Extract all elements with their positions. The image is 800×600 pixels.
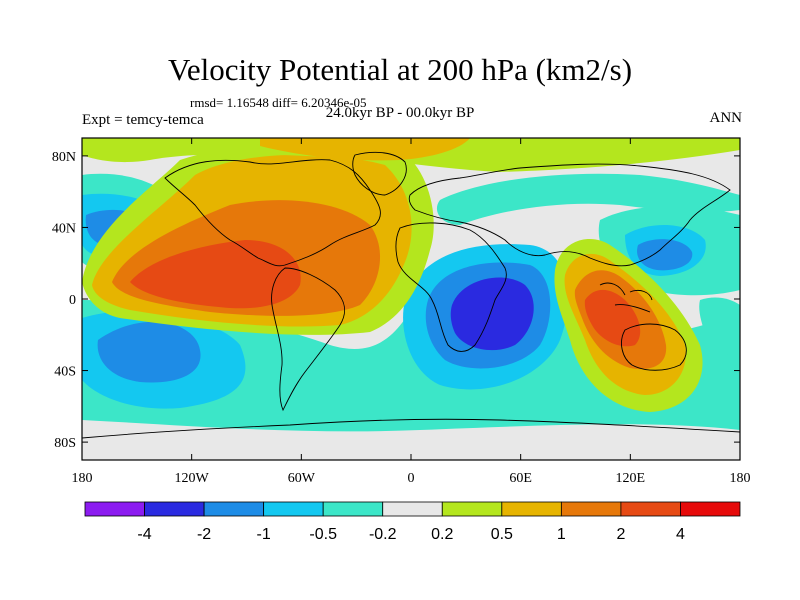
colorbar-swatch (382, 501, 443, 517)
y-tick-label: 40S (54, 365, 76, 380)
colorbar-swatch (560, 501, 622, 517)
colorbar-swatch (501, 501, 562, 517)
x-tick-label: 60W (288, 471, 316, 486)
chart-title: Velocity Potential at 200 hPa (km2/s) (167, 52, 633, 87)
south-america-coast (271, 267, 346, 412)
x-tick-label: 180 (72, 471, 93, 486)
coastlines (82, 151, 740, 439)
period-label: 24.0kyr BP - 00.0kyr BP (325, 105, 475, 121)
maritime-continent-coast (599, 282, 653, 313)
contour-south-pacific-core (97, 321, 201, 383)
north-america-coast (164, 159, 381, 267)
greenland-coast (352, 151, 407, 196)
x-tick-label: 120E (616, 471, 646, 486)
contour-field (82, 138, 740, 460)
colorbar-swatch (441, 501, 503, 517)
colorbar-label: 1 (557, 526, 566, 543)
antarctica-coast (82, 418, 740, 439)
contour-east-pacific-neg (699, 297, 740, 360)
colorbar-swatch (203, 501, 265, 517)
colorbar-label: -0.5 (309, 526, 337, 543)
y-tick-label: 0 (69, 293, 76, 308)
colorbar-label: 2 (616, 526, 625, 543)
eurasia-coast (408, 163, 731, 267)
colorbar-label: 0.5 (491, 526, 513, 543)
contour-arctic-core (260, 138, 470, 161)
australia-coast (621, 323, 687, 371)
colorbar-swatch (620, 501, 681, 517)
experiment-label: Expt = temcy-temca (82, 112, 204, 128)
colorbar-label: -4 (137, 526, 151, 543)
colorbar-label: 4 (676, 526, 685, 543)
colorbar-label: 0.2 (431, 526, 453, 543)
contour-americas-2 (130, 240, 301, 309)
africa-coast (395, 222, 507, 352)
x-tick-label: 180 (730, 471, 751, 486)
colorbar-swatch (84, 501, 145, 517)
y-tick-label: 40N (52, 221, 76, 236)
x-axis: 180 120W 60W 0 60E 120E 180 (72, 138, 751, 486)
colorbar-label: -2 (197, 526, 211, 543)
colorbar-swatch (144, 501, 205, 517)
x-tick-label: 60E (509, 471, 532, 486)
colorbar-swatch (322, 501, 384, 517)
y-axis: 80N 40N 0 40S 80S (52, 150, 740, 451)
colorbar: -4 -2 -1 -0.5 -0.2 0.2 0.5 1 2 4 (84, 501, 741, 543)
contour-eurasia-neg (436, 173, 740, 225)
y-tick-label: 80N (52, 150, 76, 165)
contour-africa-core (450, 277, 534, 351)
x-tick-label: 120W (175, 471, 210, 486)
contour-indopac-2 (584, 289, 641, 347)
contour-wnp-core (637, 239, 693, 271)
colorbar-label: -0.2 (369, 526, 397, 543)
stats-label: rmsd= 1.16548 diff= 6.20346e-05 (190, 95, 367, 110)
colorbar-swatch (263, 501, 324, 517)
season-label: ANN (709, 110, 743, 126)
colorbar-swatch (680, 501, 741, 517)
x-tick-label: 0 (408, 471, 415, 486)
colorbar-label: -1 (257, 526, 271, 543)
y-tick-label: 80S (54, 436, 76, 451)
